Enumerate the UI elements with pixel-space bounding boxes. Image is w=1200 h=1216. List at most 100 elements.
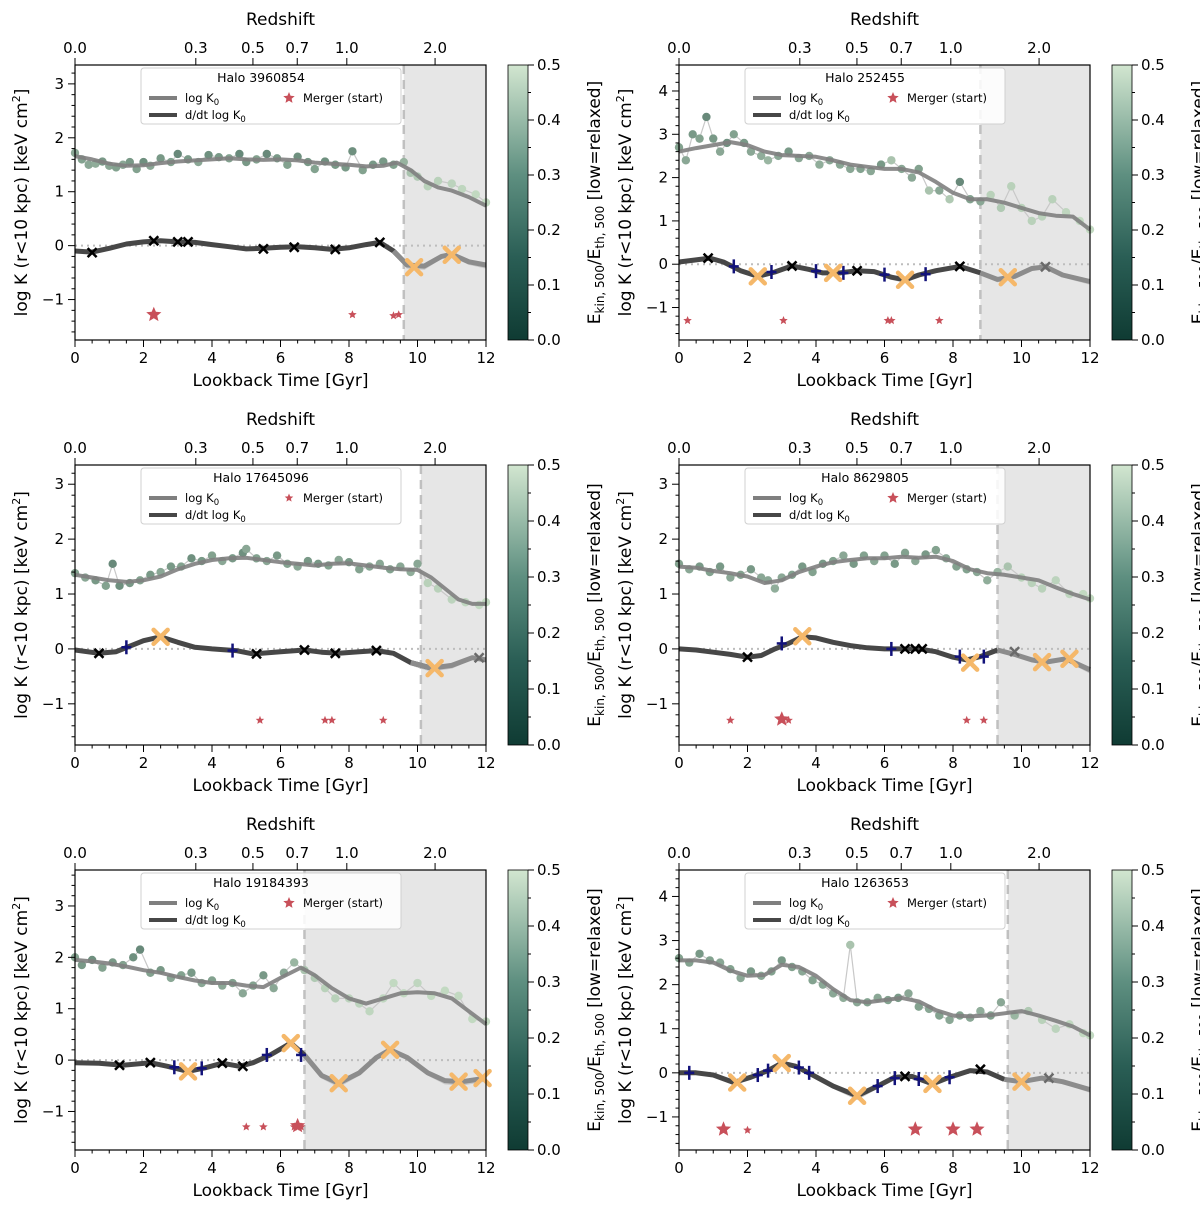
logK-point (365, 1007, 374, 1016)
merger-star (290, 1117, 306, 1133)
x-tick-label: 8 (344, 349, 354, 367)
x-tick-label: 8 (948, 754, 958, 772)
halo-title: Halo 17645096 (213, 470, 309, 485)
black-cross (786, 260, 798, 272)
y-label-end: ] (616, 491, 636, 498)
legend-deriv-sub: 0 (240, 115, 245, 125)
redshift-tick-label: 0.5 (845, 844, 869, 862)
logK-point (115, 581, 124, 590)
colorbar-tick-label: 0.0 (1141, 331, 1165, 349)
logK-point (447, 179, 456, 188)
y-tick-label: 1 (658, 212, 668, 230)
logK-point (272, 551, 282, 560)
redshift-tick-label: 0.0 (63, 439, 87, 457)
black-cross (144, 1057, 156, 1069)
merger-star (242, 1122, 251, 1131)
orange-cross (793, 627, 812, 646)
black-cross (251, 648, 262, 660)
cbar-label-end: [low=relaxed] (1189, 483, 1200, 608)
cbar-label-main: E (585, 716, 605, 727)
colorbar-tick-label: 0.4 (537, 512, 561, 530)
logK-point (207, 551, 217, 560)
x-tick-label: 2 (139, 1159, 149, 1177)
y-tick-label: −1 (646, 695, 668, 713)
y-label-end: ] (12, 89, 32, 96)
redshift-tick-label: 0.3 (184, 39, 208, 57)
logK-point (955, 177, 965, 187)
redshift-tick-label: 0.5 (845, 39, 869, 57)
y-label-main: log K (r<10 kpc) [keV cm (616, 910, 636, 1124)
y-label-sup: 2 (10, 95, 23, 102)
y-tick-label: 3 (658, 932, 668, 950)
legend-logK-base: log K (789, 91, 818, 105)
logK-point (187, 554, 196, 563)
y-label-main: log K (r<10 kpc) [keV cm (616, 102, 636, 316)
cbar-label-end: [low=relaxed] (585, 888, 605, 1013)
logK-point (945, 195, 954, 204)
legend-deriv-base: d/dt log K (789, 108, 845, 122)
redshift-tick-label: 0.7 (889, 844, 913, 862)
y-label-end: ] (12, 896, 32, 903)
x-tick-label: 10 (1012, 1159, 1031, 1177)
logK-point (129, 953, 138, 962)
colorbar-label: Ekin, 500/Eth, 500 [low=relaxed] (585, 81, 607, 324)
logK-point (709, 134, 718, 143)
black-cross (851, 265, 863, 277)
merger-star (726, 715, 735, 724)
deriv-smooth-line (74, 634, 432, 671)
x-tick-label: 0 (70, 1159, 80, 1177)
logK-point (729, 130, 738, 139)
orange-cross (1060, 649, 1079, 669)
logK-point (187, 968, 196, 977)
colorbar-label: Ekin, 500/Eth, 500 [low=relaxed] (1189, 81, 1200, 324)
orange-cross (1032, 652, 1052, 672)
logK-point (695, 134, 704, 143)
colorbar-tick-label: 0.4 (1141, 512, 1165, 530)
logK-point (983, 576, 992, 585)
logK-smooth-line (74, 957, 488, 1026)
y-tick-label: −1 (646, 299, 668, 317)
y-tick-label: 2 (658, 976, 668, 994)
cbar-label-mid: /E (585, 651, 605, 667)
redshift-tick-label: 2.0 (1027, 439, 1051, 457)
redshift-tick-label: 1.0 (335, 844, 359, 862)
y-tick-label: 2 (658, 530, 668, 548)
logK-point (887, 156, 896, 165)
legend-deriv-sub: 0 (844, 920, 849, 930)
redshift-tick-label: 0.0 (63, 844, 87, 862)
cbar-label-main: E (1189, 313, 1200, 324)
y-tick-label: −1 (42, 1102, 64, 1120)
deriv-smooth-line (74, 238, 409, 267)
y-label-sup: 2 (10, 498, 23, 505)
redshift-tick-label: 2.0 (423, 439, 447, 457)
logK-point (235, 149, 244, 159)
y-tick-label: 1 (54, 183, 64, 201)
black-cross (172, 236, 184, 248)
redshift-tick-label: 2.0 (1027, 39, 1051, 57)
black-cross (374, 237, 386, 248)
legend-deriv-sub: 0 (844, 115, 849, 125)
black-cross (1040, 261, 1051, 273)
cbar-label-end: [low=relaxed] (1189, 81, 1200, 206)
logK-point (310, 164, 319, 174)
logK-point (269, 983, 278, 993)
colorbar (1111, 64, 1133, 341)
legend-logK-label: log K0 (789, 491, 823, 508)
logK-point (715, 562, 725, 571)
legend-deriv-label: d/dt log K0 (185, 508, 246, 525)
y-tick-label: 2 (54, 530, 64, 548)
logK-point (348, 147, 357, 156)
halo-title: Halo 1263653 (821, 875, 909, 890)
legend-merger-star (283, 897, 295, 908)
colorbar (1111, 869, 1133, 1151)
logK-point (238, 989, 248, 998)
merger-star (394, 310, 403, 319)
y-tick-label: −1 (42, 291, 64, 309)
merger-star (389, 311, 398, 320)
logK-point (702, 112, 711, 122)
shaded-region (997, 465, 1090, 745)
legend-logK-sub: 0 (818, 498, 823, 508)
black-cross (257, 243, 269, 255)
logK-point (331, 994, 340, 1003)
